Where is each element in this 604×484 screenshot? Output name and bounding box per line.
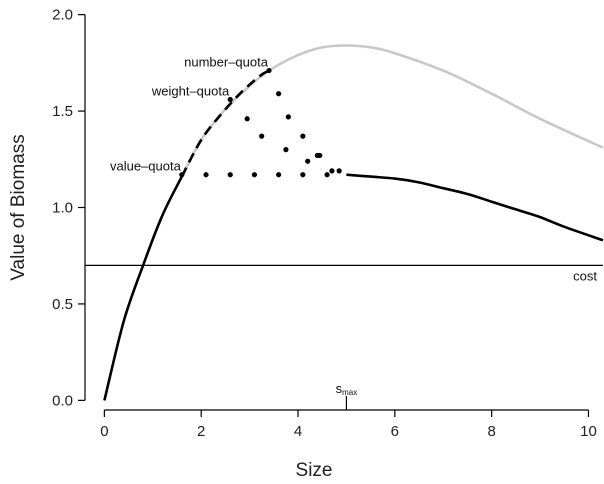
y-tick-label: 1.0 [52, 200, 73, 217]
x-tick-label: 2 [197, 423, 205, 440]
x-tick-label: 10 [580, 423, 597, 440]
smax-symbol: s [336, 381, 343, 396]
data-point [244, 116, 250, 122]
cost-label: cost [573, 268, 597, 283]
data-point [203, 172, 209, 178]
data-point [227, 96, 233, 103]
annotation-label: number–quota [184, 55, 269, 70]
annotation-label: value–quota [110, 159, 182, 174]
data-point [283, 147, 289, 153]
data-point [300, 133, 306, 139]
x-tick-label: 8 [487, 423, 495, 440]
x-tick-label: 0 [100, 423, 108, 440]
data-point [227, 172, 233, 178]
data-point [300, 172, 306, 178]
plot-area: cost number–quota weight–quota value–quota s… [85, 44, 604, 410]
data-point [324, 172, 330, 178]
data-point [266, 67, 272, 74]
data-point [329, 168, 335, 174]
smax-subscript: max [342, 388, 357, 397]
axes: 0.0 0.5 1.0 1.5 2.0 0 2 4 6 8 10 [52, 7, 597, 440]
data-point [179, 172, 185, 178]
data-point [285, 114, 291, 120]
series-line-solid-black [346, 173, 604, 242]
data-point [251, 172, 258, 178]
data-point [336, 168, 342, 174]
y-tick-label: 0.0 [52, 392, 73, 409]
series-line-solid-black [103, 176, 183, 401]
series-line-dashed-black [180, 69, 270, 178]
data-point [276, 172, 282, 178]
data-point [259, 133, 265, 139]
y-axis-title: Value of Biomass [8, 134, 29, 280]
data-point [305, 158, 311, 164]
y-ticks: 0.0 0.5 1.0 1.5 2.0 [52, 7, 85, 409]
y-tick-label: 0.5 [52, 296, 73, 313]
data-point [317, 152, 323, 159]
x-axis-title: Size [296, 460, 333, 481]
annotation-label: weight–quota [151, 84, 230, 99]
x-ticks: 0 2 4 6 8 10 [100, 410, 597, 440]
x-tick-label: 4 [294, 423, 302, 440]
y-tick-label: 2.0 [52, 7, 73, 24]
x-tick-label: 6 [391, 423, 399, 440]
smax-label: smax [336, 381, 358, 397]
y-tick-label: 1.5 [52, 103, 73, 120]
data-point [276, 91, 282, 97]
